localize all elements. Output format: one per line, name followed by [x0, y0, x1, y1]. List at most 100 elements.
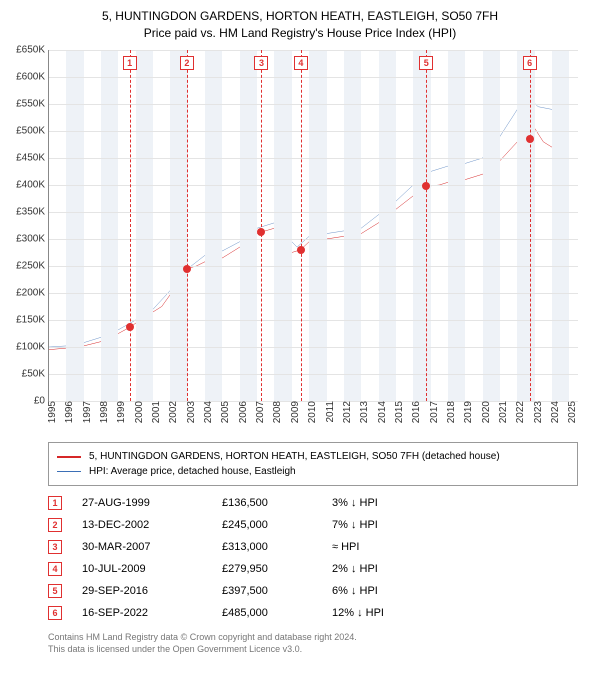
gridline-h	[49, 266, 578, 267]
x-tick-label: 2004	[201, 401, 214, 423]
legend-label: 5, HUNTINGDON GARDENS, HORTON HEATH, EAS…	[89, 449, 500, 464]
transaction-date: 30-MAR-2007	[82, 541, 222, 553]
x-tick-label: 2001	[149, 401, 162, 423]
transaction-diff: 3% ↓ HPI	[332, 497, 452, 509]
transaction-row: 616-SEP-2022£485,00012% ↓ HPI	[48, 602, 578, 624]
transaction-date: 27-AUG-1999	[82, 497, 222, 509]
transaction-diff: 6% ↓ HPI	[332, 585, 452, 597]
x-tick-label: 1997	[80, 401, 93, 423]
y-tick-label: £50K	[22, 369, 49, 380]
y-tick-label: £450K	[16, 153, 49, 164]
gridline-h	[49, 347, 578, 348]
year-band	[240, 50, 257, 401]
y-tick-label: £250K	[16, 261, 49, 272]
marker-dot	[183, 265, 191, 273]
transaction-row: 1 27-AUG-1999£136,5003% ↓ HPI	[48, 492, 578, 514]
marker-number-box: 2	[180, 56, 194, 70]
transaction-price: £279,950	[222, 563, 332, 575]
transaction-number: 6	[48, 606, 62, 620]
year-band	[66, 50, 83, 401]
transaction-number: 3	[48, 540, 62, 554]
x-tick-label: 2023	[531, 401, 544, 423]
x-tick-label: 2017	[427, 401, 440, 423]
legend-swatch	[57, 471, 81, 472]
marker-dot	[297, 246, 305, 254]
x-tick-label: 2010	[305, 401, 318, 423]
y-tick-label: £650K	[16, 45, 49, 56]
y-tick-label: £550K	[16, 99, 49, 110]
transaction-diff: 12% ↓ HPI	[332, 607, 452, 619]
transaction-diff: 2% ↓ HPI	[332, 563, 452, 575]
year-band	[379, 50, 396, 401]
y-tick-label: £500K	[16, 126, 49, 137]
year-band	[136, 50, 153, 401]
marker-number-box: 1	[123, 56, 137, 70]
x-tick-label: 2022	[513, 401, 526, 423]
marker-dot	[126, 323, 134, 331]
marker-dot	[422, 182, 430, 190]
title-line-2: Price paid vs. HM Land Registry's House …	[10, 25, 590, 42]
x-tick-label: 2011	[323, 401, 336, 423]
x-tick-label: 2005	[218, 401, 231, 423]
gridline-h	[49, 77, 578, 78]
x-tick-label: 2012	[340, 401, 353, 423]
x-tick-label: 1998	[97, 401, 110, 423]
y-tick-label: £600K	[16, 72, 49, 83]
year-band	[170, 50, 187, 401]
year-band	[274, 50, 291, 401]
legend: 5, HUNTINGDON GARDENS, HORTON HEATH, EAS…	[48, 442, 578, 486]
marker-number-box: 4	[294, 56, 308, 70]
marker-line	[261, 50, 262, 401]
x-tick-label: 1995	[45, 401, 58, 423]
chart-title: 5, HUNTINGDON GARDENS, HORTON HEATH, EAS…	[0, 0, 600, 46]
marker-line	[426, 50, 427, 401]
transaction-number: 5	[48, 584, 62, 598]
x-tick-label: 2021	[496, 401, 509, 423]
transaction-row: 213-DEC-2002£245,0007% ↓ HPI	[48, 514, 578, 536]
x-tick-label: 2006	[236, 401, 249, 423]
transaction-price: £397,500	[222, 585, 332, 597]
x-tick-label: 2002	[166, 401, 179, 423]
attribution-footer: Contains HM Land Registry data © Crown c…	[48, 632, 578, 655]
legend-swatch	[57, 456, 81, 458]
marker-line	[130, 50, 131, 401]
marker-line	[530, 50, 531, 401]
chart-area: £0£50K£100K£150K£200K£250K£300K£350K£400…	[48, 50, 578, 430]
marker-number-box: 5	[419, 56, 433, 70]
transaction-number: 4	[48, 562, 62, 576]
transaction-price: £313,000	[222, 541, 332, 553]
footer-line-2: This data is licensed under the Open Gov…	[48, 644, 578, 656]
gridline-h	[49, 239, 578, 240]
transactions-table: 1 27-AUG-1999£136,5003% ↓ HPI 213-DEC-2002…	[48, 492, 578, 624]
x-tick-label: 2003	[184, 401, 197, 423]
transaction-price: £136,500	[222, 497, 332, 509]
x-tick-label: 1999	[114, 401, 127, 423]
title-line-1: 5, HUNTINGDON GARDENS, HORTON HEATH, EAS…	[10, 8, 590, 25]
legend-label: HPI: Average price, detached house, East…	[89, 464, 296, 479]
transaction-date: 29-SEP-2016	[82, 585, 222, 597]
transaction-number: 1	[48, 496, 62, 510]
x-tick-label: 2007	[253, 401, 266, 423]
y-tick-label: £100K	[16, 342, 49, 353]
transaction-date: 16-SEP-2022	[82, 607, 222, 619]
x-tick-label: 2014	[375, 401, 388, 423]
marker-line	[301, 50, 302, 401]
legend-item: HPI: Average price, detached house, East…	[57, 464, 569, 479]
transaction-row: 330-MAR-2007£313,000≈ HPI	[48, 536, 578, 558]
year-band	[483, 50, 500, 401]
x-tick-label: 2013	[357, 401, 370, 423]
marker-line	[187, 50, 188, 401]
x-tick-label: 2020	[479, 401, 492, 423]
transaction-diff: 7% ↓ HPI	[332, 519, 452, 531]
transaction-date: 13-DEC-2002	[82, 519, 222, 531]
y-tick-label: £300K	[16, 234, 49, 245]
year-band	[517, 50, 534, 401]
marker-dot	[526, 135, 534, 143]
year-band	[101, 50, 118, 401]
year-band	[205, 50, 222, 401]
y-tick-label: £350K	[16, 207, 49, 218]
year-band	[309, 50, 326, 401]
year-band	[344, 50, 361, 401]
gridline-h	[49, 131, 578, 132]
transaction-date: 10-JUL-2009	[82, 563, 222, 575]
